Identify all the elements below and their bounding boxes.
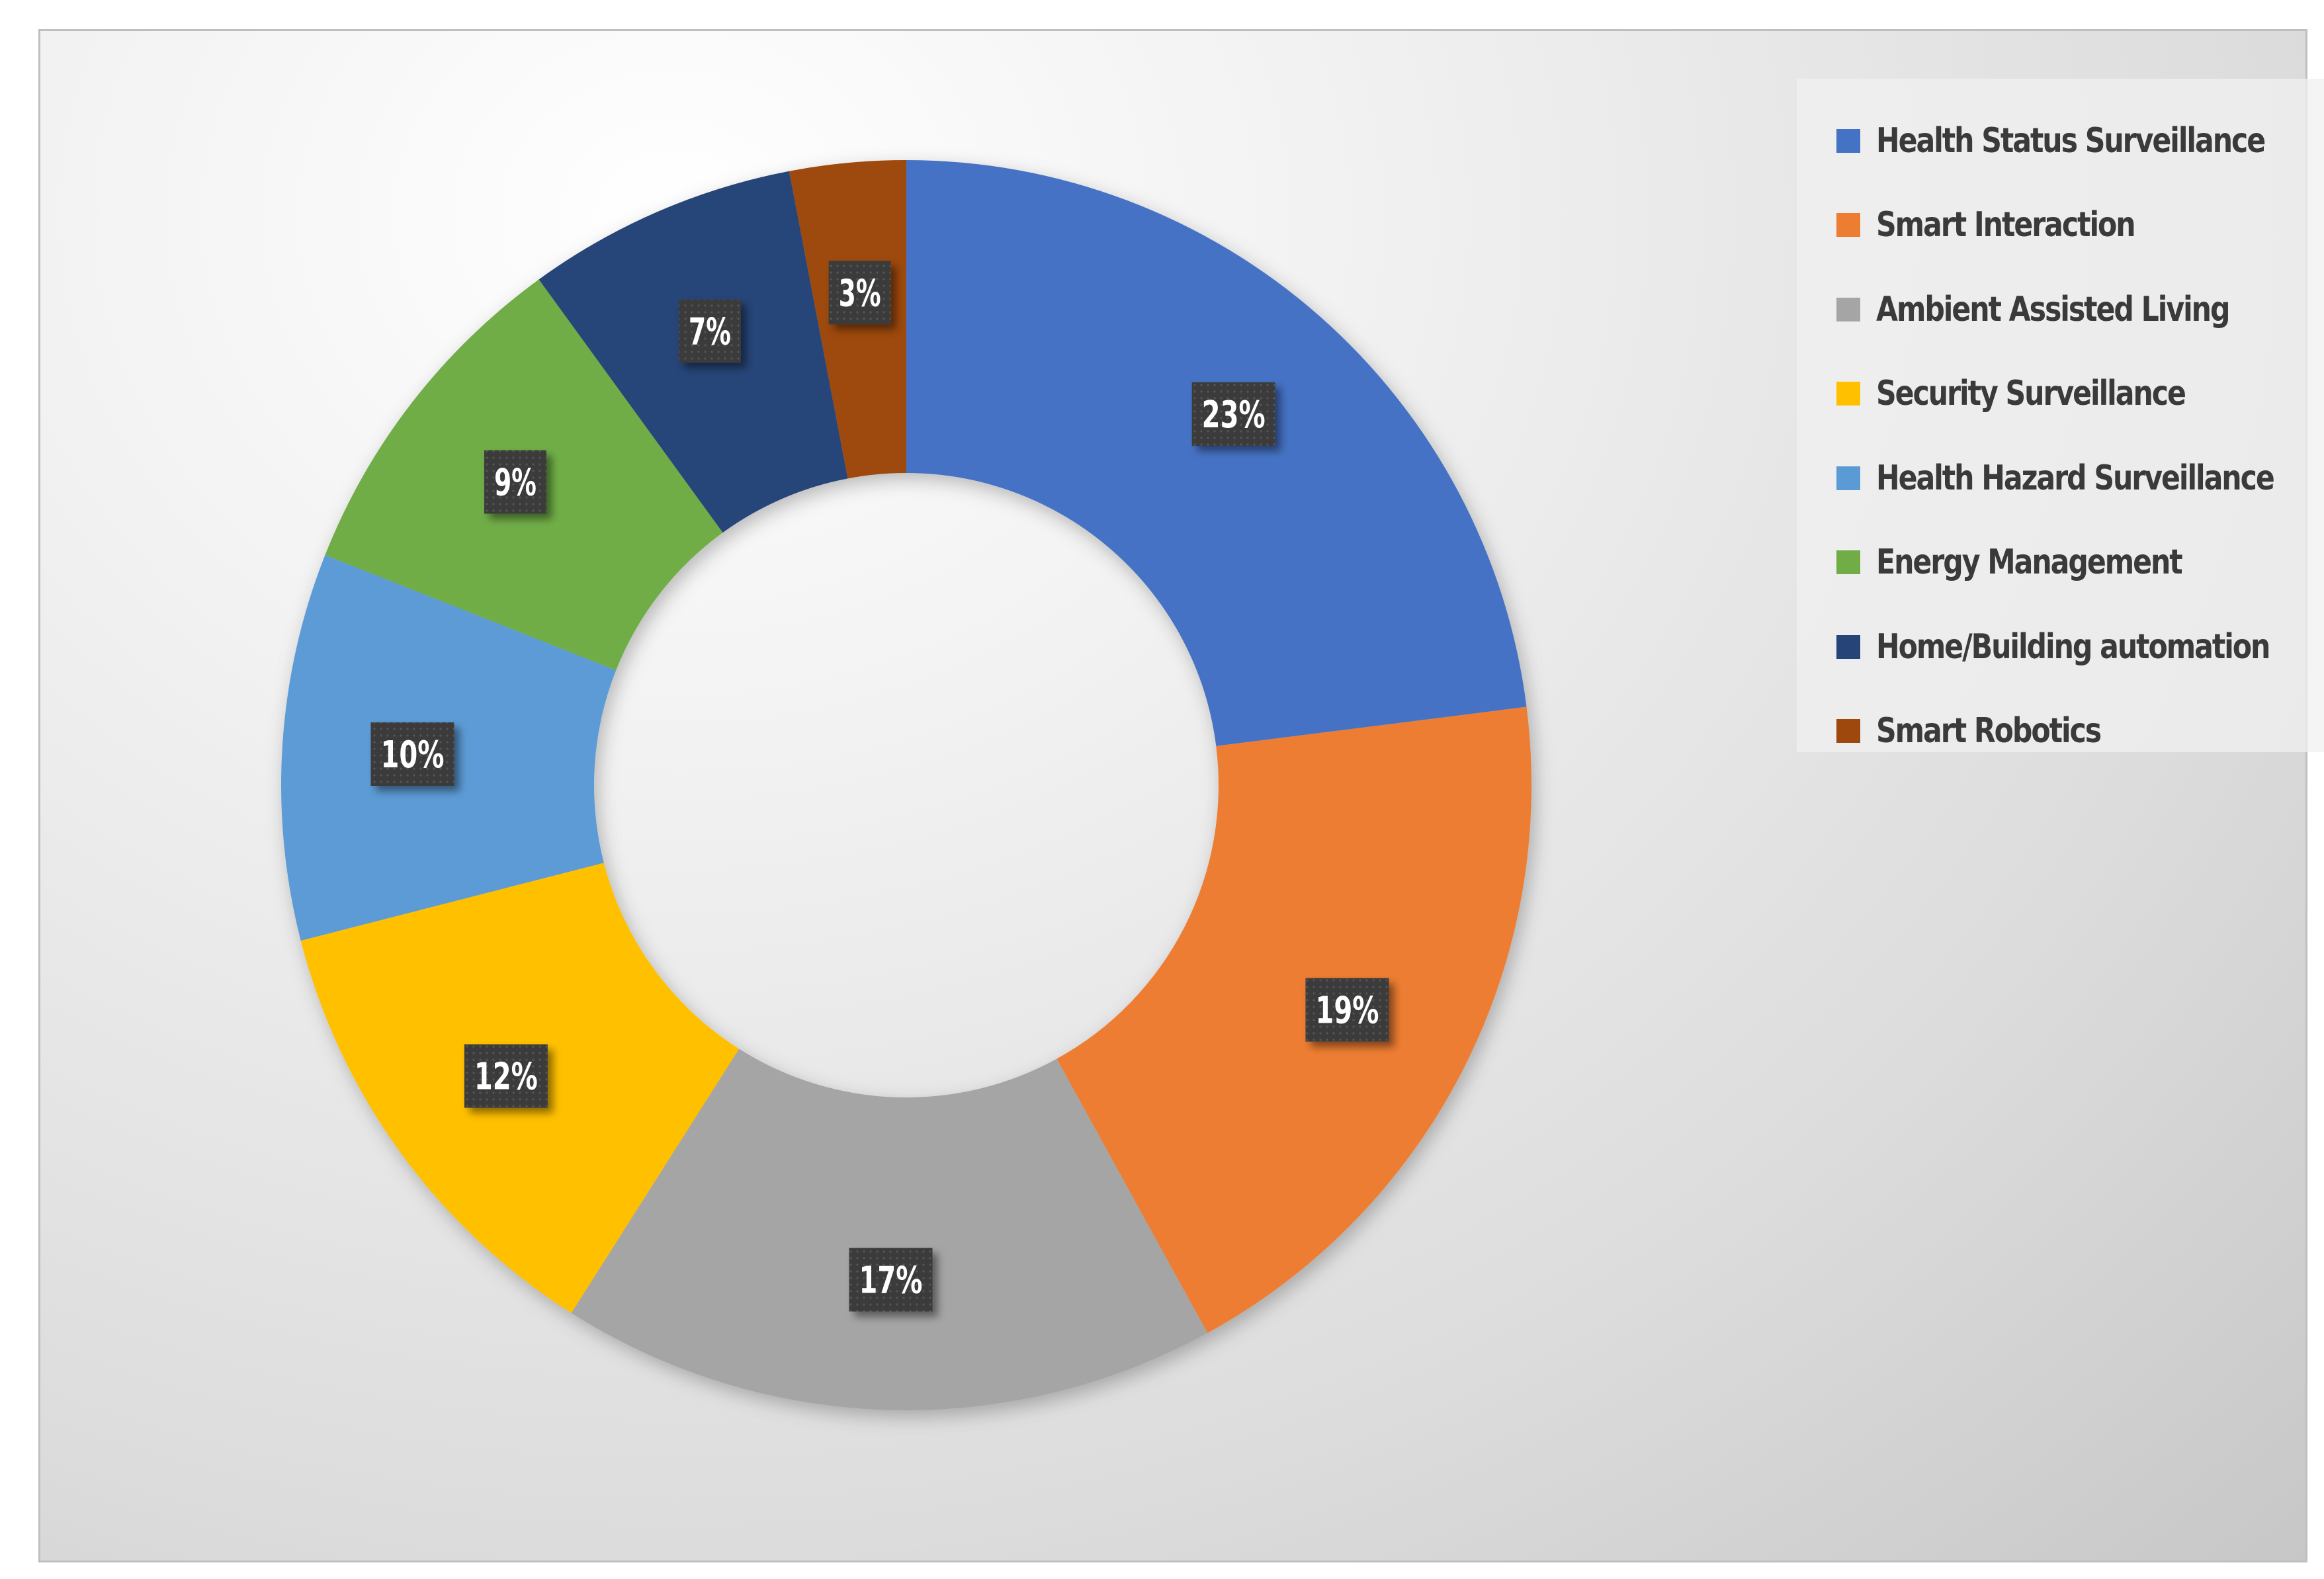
legend-swatch [1836, 466, 1860, 490]
legend-swatch [1836, 128, 1860, 153]
legend-swatch [1836, 297, 1860, 321]
chart-area: 23% 19% 17% 12% 10% 9% 7% 3% Health Status Surv… [38, 29, 2324, 1562]
legend-swatch [1836, 634, 1860, 659]
legend-label: Smart Robotics [1876, 711, 2102, 751]
legend-label: Energy Management [1876, 542, 2183, 583]
slice-health-status-surveillance [906, 160, 1527, 746]
data-label-smart-interaction: 19% [1305, 978, 1389, 1042]
slice-ambient-assisted-living [571, 1048, 1208, 1411]
donut-chart: 23% 19% 17% 12% 10% 9% 7% 3% [280, 160, 1531, 1411]
legend-item-smart-robotics: Smart Robotics [1797, 689, 2324, 774]
legend-item-energy-management: Energy Management [1797, 521, 2324, 605]
legend: Health Status Surveillance Smart Interact… [1797, 79, 2324, 752]
legend-label: Security Surveillance [1876, 374, 2186, 414]
data-label-text: 3% [839, 272, 881, 315]
legend-label: Health Status Surveillance [1876, 120, 2266, 161]
data-label-smart-robotics: 3% [828, 261, 891, 325]
legend-item-smart-interaction: Smart Interaction [1797, 183, 2324, 268]
legend-item-health-hazard-surveillance: Health Hazard Surveillance [1797, 436, 2324, 521]
legend-swatch [1836, 382, 1860, 406]
legend-item-ambient-assisted-living: Ambient Assisted Living [1797, 267, 2324, 352]
legend-swatch [1836, 550, 1860, 575]
data-label-health-hazard-surveillance: 10% [370, 722, 454, 787]
data-label-text: 10% [380, 734, 444, 777]
legend-item-security-surveillance: Security Surveillance [1797, 352, 2324, 437]
data-label-home-building-automation: 7% [678, 299, 741, 363]
legend-label: Health Hazard Surveillance [1876, 458, 2275, 498]
data-label-text: 19% [1315, 990, 1379, 1033]
legend-label: Smart Interaction [1876, 205, 2136, 245]
data-label-ambient-assisted-living: 17% [849, 1248, 933, 1312]
data-label-energy-management: 9% [484, 450, 546, 514]
data-label-security-surveillance: 12% [464, 1044, 548, 1108]
slice-smart-interaction [1056, 706, 1531, 1334]
legend-label: Home/Building automation [1876, 626, 2270, 667]
legend-label: Ambient Assisted Living [1876, 289, 2230, 329]
legend-swatch [1836, 213, 1860, 237]
data-label-text: 7% [689, 311, 731, 354]
data-label-text: 17% [859, 1259, 923, 1302]
legend-swatch [1836, 719, 1860, 744]
legend-item-health-status-surveillance: Health Status Surveillance [1797, 99, 2324, 183]
data-label-health-status-surveillance: 23% [1191, 382, 1275, 446]
data-label-text: 9% [494, 462, 537, 505]
legend-item-home-building-automation: Home/Building automation [1797, 605, 2324, 689]
data-label-text: 23% [1202, 394, 1266, 437]
data-label-text: 12% [474, 1056, 538, 1099]
